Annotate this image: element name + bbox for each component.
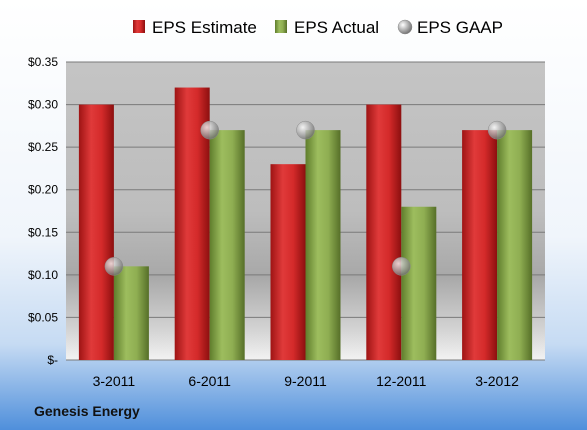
eps-gaap-marker — [200, 120, 219, 140]
legend-item-eps-estimate: EPS Estimate — [133, 18, 257, 37]
bars — [78, 87, 533, 361]
eps-gaap-marker — [296, 120, 315, 140]
y-tick-label: $0.30 — [28, 98, 58, 112]
eps-actual-bar — [209, 130, 245, 360]
eps-actual-bar — [305, 130, 341, 360]
y-tick-label: $0.05 — [28, 310, 58, 324]
y-tick-label: $0.25 — [28, 140, 58, 154]
y-tick-label: $0.20 — [28, 183, 58, 197]
legend: EPS Estimate EPS Actual EPS GAAP — [133, 18, 503, 37]
legend-label: EPS Actual — [294, 18, 379, 37]
x-tick-label: 3-2012 — [475, 373, 519, 389]
eps-actual-bar — [113, 266, 149, 360]
eps-estimate-bar — [78, 104, 114, 360]
y-tick-label: $0.15 — [28, 225, 58, 239]
y-axis-ticks: $0.35 $0.30 $0.25 $0.20 $0.15 $0.10 $0.05 $- — [28, 55, 58, 367]
eps-actual-bar — [401, 206, 437, 360]
eps-actual-bar — [497, 130, 533, 360]
y-tick-label: $0.35 — [28, 55, 58, 69]
legend-label: EPS Estimate — [152, 18, 257, 37]
x-tick-label: 9-2011 — [284, 373, 327, 389]
eps-gaap-marker — [104, 257, 124, 276]
legend-swatch — [397, 19, 413, 35]
eps-gaap-marker — [487, 120, 507, 140]
eps-gaap-marker — [392, 257, 411, 276]
eps-estimate-bar — [462, 130, 498, 360]
legend-label: EPS GAAP — [417, 18, 503, 37]
legend-swatch — [275, 20, 287, 33]
x-axis-ticks: 3-2011 6-2011 9-2011 12-2011 3-2012 — [93, 373, 519, 389]
eps-estimate-bar — [366, 104, 402, 360]
y-tick-label: $0.10 — [28, 268, 58, 282]
y-tick-label: $- — [47, 353, 58, 367]
legend-swatch — [133, 20, 145, 33]
company-label: Genesis Energy — [34, 403, 140, 419]
x-tick-label: 12-2011 — [376, 373, 427, 389]
gaap-markers — [104, 120, 507, 276]
legend-item-eps-actual: EPS Actual — [275, 18, 379, 37]
x-tick-label: 3-2011 — [93, 373, 136, 389]
legend-item-eps-gaap: EPS GAAP — [397, 18, 503, 37]
eps-estimate-bar — [270, 164, 306, 360]
x-tick-label: 6-2011 — [188, 373, 231, 389]
